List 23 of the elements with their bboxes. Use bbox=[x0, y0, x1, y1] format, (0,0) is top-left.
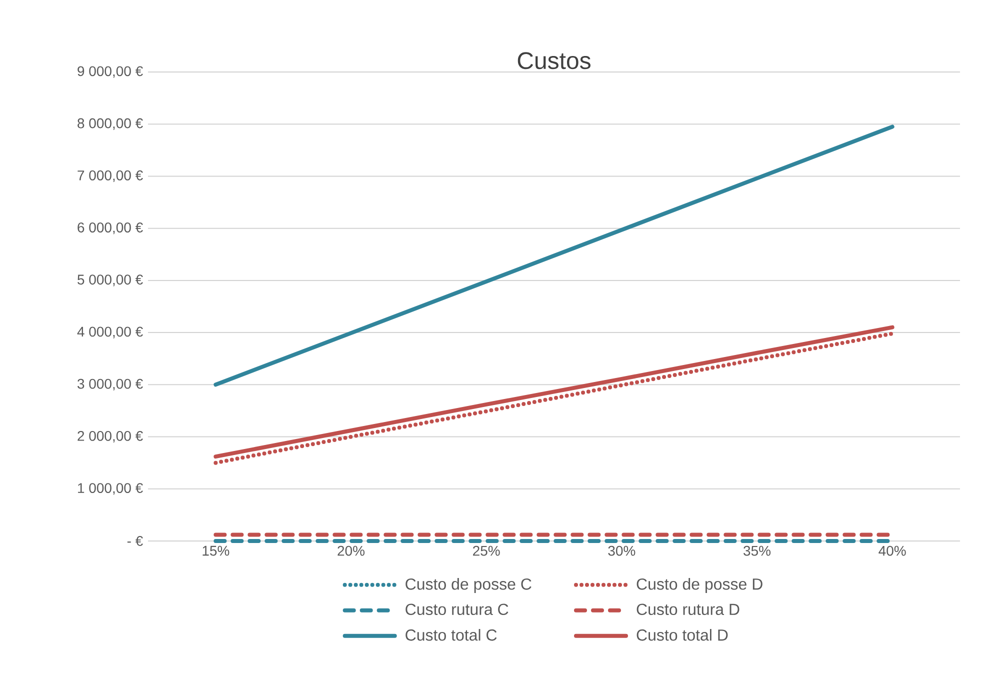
y-tick-label: 2 000,00 € bbox=[78, 430, 143, 443]
y-tick-label: 7 000,00 € bbox=[78, 170, 143, 182]
y-tick-label: 4 000,00 € bbox=[77, 326, 143, 338]
x-tick-label: 15% bbox=[202, 546, 230, 556]
x-tick-label: 30% bbox=[608, 546, 636, 556]
y-tick-label: 5 000,00 € bbox=[78, 274, 143, 286]
y-tick-label: 3 000,00 € bbox=[78, 378, 143, 390]
x-tick-label: 25% bbox=[473, 546, 500, 556]
x-tick-label: 20% bbox=[338, 546, 365, 556]
x-tick-label: 35% bbox=[744, 546, 771, 556]
chart-title: Custos bbox=[518, 52, 590, 70]
y-tick-label: - € bbox=[127, 536, 143, 546]
x-tick-label: 40% bbox=[878, 546, 906, 556]
y-tick-label: 8 000,00 € bbox=[78, 118, 143, 130]
legend-label: Custo rutura D bbox=[636, 604, 740, 616]
legend-label: Custo total D bbox=[636, 628, 728, 641]
y-tick-label: 6 000,00 € bbox=[78, 222, 143, 234]
legend-label: Custo de posse C bbox=[406, 578, 532, 593]
legend-label: Custo de posse D bbox=[636, 578, 762, 593]
y-tick-label: 1 000,00 € bbox=[78, 483, 143, 495]
y-tick-label: 9 000,00 € bbox=[78, 66, 143, 78]
legend-label: Custo rutura C bbox=[406, 604, 508, 616]
legend-label: Custo total C bbox=[406, 628, 497, 641]
